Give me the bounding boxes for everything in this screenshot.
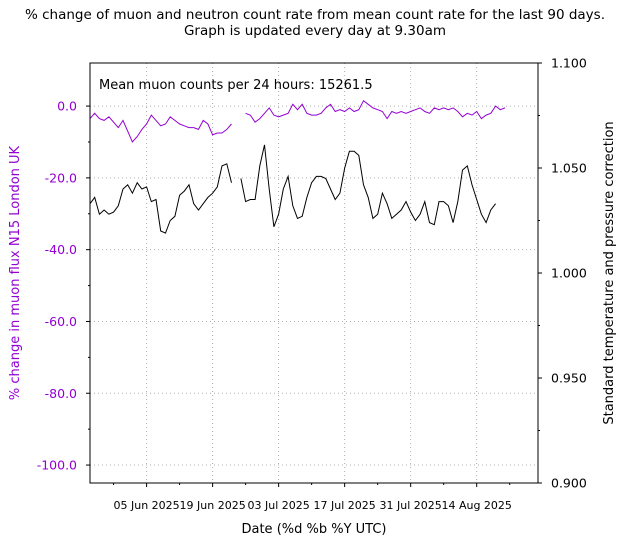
left-axis-label: % change in muon flux N15 London UK	[8, 145, 23, 400]
chart-title-line-1: % change of muon and neutron count rate …	[25, 7, 605, 23]
x-tick-label-2: 03 Jul 2025	[247, 499, 309, 512]
left-axis-ticks: 0.0 -20.0 -40.0 -60.0 -80.0 -100.0	[37, 99, 90, 473]
grid-lines	[90, 63, 538, 483]
x-tick-label-3: 17 Jul 2025	[314, 499, 376, 512]
left-tick-label-0: 0.0	[57, 99, 77, 114]
right-axis-ticks: 0.900 0.950 1.000 1.050 1.100	[538, 56, 587, 491]
right-tick-label-3: 1.050	[551, 161, 587, 176]
series-correction-segment-0	[89, 163, 232, 234]
right-tick-label-0: 0.900	[551, 476, 587, 491]
right-tick-label-1: 0.950	[551, 371, 587, 386]
series-muon-segment-0	[89, 112, 232, 143]
annotation-mean-muon-counts: Mean muon counts per 24 hours: 15261.5	[99, 78, 373, 93]
right-tick-label-2: 1.000	[551, 266, 587, 281]
chart-title-line-2: Graph is updated every day at 9.30am	[184, 23, 446, 39]
right-axis-label: Standard temperature and pressure correc…	[602, 121, 617, 424]
x-tick-label-5: 14 Aug 2025	[441, 499, 511, 512]
left-tick-label-5: -100.0	[37, 458, 77, 473]
x-axis-ticks: 05 Jun 2025 19 Jun 2025 03 Jul 2025 17 Jul …	[113, 483, 512, 512]
x-tick-label-1: 19 Jun 2025	[180, 499, 246, 512]
left-tick-label-2: -40.0	[45, 242, 77, 257]
left-tick-label-3: -60.0	[45, 314, 77, 329]
x-tick-label-4: 31 Jul 2025	[380, 499, 442, 512]
left-tick-label-1: -20.0	[45, 170, 77, 185]
x-tick-label-0: 05 Jun 2025	[114, 499, 180, 512]
left-tick-label-4: -80.0	[45, 386, 77, 401]
series-muon-segment-1	[245, 99, 506, 123]
right-tick-label-4: 1.100	[551, 56, 587, 71]
x-axis-label: Date (%d %b %Y UTC)	[241, 522, 386, 537]
series-lines	[89, 99, 506, 234]
series-correction-segment-1	[240, 144, 496, 227]
